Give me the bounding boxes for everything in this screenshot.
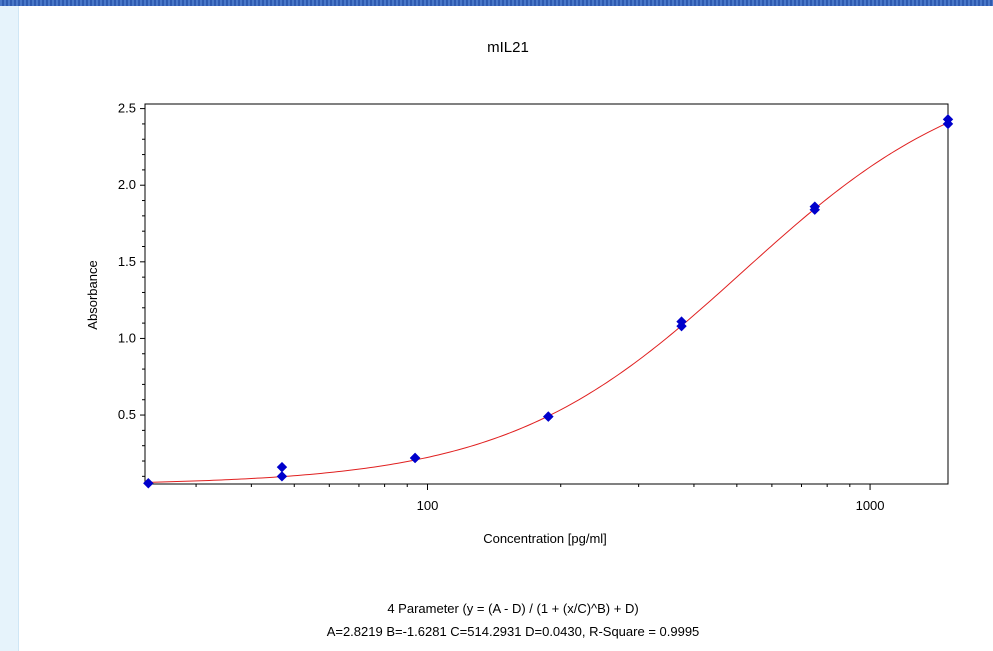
y-tick-label: 0.5 bbox=[118, 407, 136, 422]
y-tick-label: 2.5 bbox=[118, 101, 136, 116]
data-point bbox=[143, 478, 154, 489]
y-tick-label: 1.5 bbox=[118, 254, 136, 269]
x-tick-label: 100 bbox=[417, 498, 439, 513]
data-point bbox=[676, 320, 687, 332]
data-point bbox=[543, 411, 554, 422]
window-top-border bbox=[0, 0, 993, 6]
x-axis-title: Concentration [pg/ml] bbox=[483, 531, 607, 546]
fit-parameters: A=2.8219 B=-1.6281 C=514.2931 D=0.0430, … bbox=[327, 624, 700, 639]
window-left-panel bbox=[0, 6, 19, 651]
y-axis-title: Absorbance bbox=[85, 260, 100, 329]
fit-equation: 4 Parameter (y = (A - D) / (1 + (x/C)^B)… bbox=[387, 601, 638, 616]
data-point bbox=[409, 452, 421, 464]
x-tick-label: 1000 bbox=[856, 498, 885, 513]
chart-title: mIL21 bbox=[487, 39, 529, 56]
y-tick-label: 2.0 bbox=[118, 177, 136, 192]
data-point bbox=[276, 471, 288, 482]
data-point bbox=[276, 461, 288, 473]
data-point bbox=[942, 118, 954, 130]
data-point bbox=[809, 204, 820, 215]
plot-area: 0.5 1.0 1.5 2.0 2.5 100 1000 bbox=[118, 101, 954, 513]
plot-frame bbox=[144, 103, 949, 485]
y-tick-label: 1.0 bbox=[118, 330, 136, 345]
fit-curve bbox=[144, 122, 949, 483]
